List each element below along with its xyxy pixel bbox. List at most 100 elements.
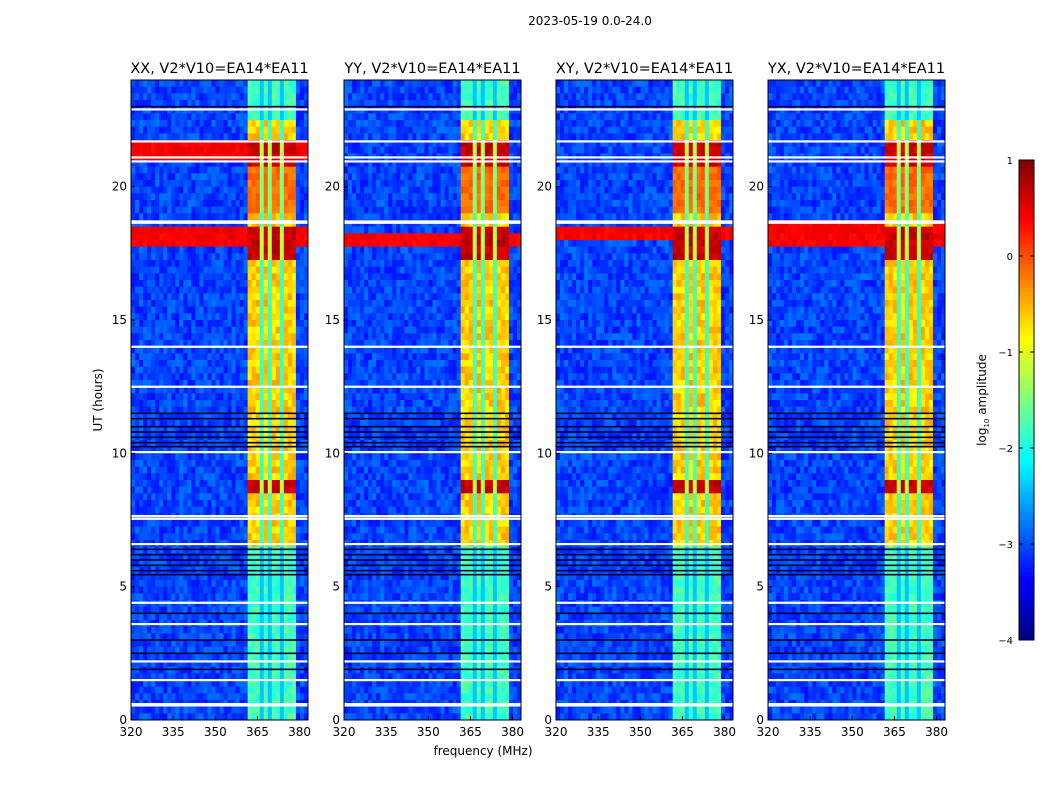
heatmap-cell xyxy=(255,546,261,554)
heatmap-cell xyxy=(271,380,277,387)
heatmap-cell xyxy=(267,553,273,561)
heatmap-cell xyxy=(147,246,152,254)
heatmap-cell xyxy=(199,273,204,281)
heatmap-cell xyxy=(183,706,188,714)
heatmap-cell xyxy=(199,453,204,461)
heatmap-cell xyxy=(175,93,180,101)
heatmap-cell xyxy=(275,386,281,394)
heatmap-cell xyxy=(283,146,289,154)
heatmap-cell xyxy=(215,480,220,487)
heatmap-cell xyxy=(187,80,192,87)
heatmap-cell xyxy=(199,640,204,647)
heatmap-cell xyxy=(203,693,208,701)
heatmap-cell xyxy=(259,146,265,154)
heatmap-cell xyxy=(163,226,168,234)
heatmap-cell xyxy=(251,240,256,247)
heatmap-cell xyxy=(291,233,297,241)
heatmap-cell xyxy=(179,80,184,87)
heatmap-cell xyxy=(135,186,140,194)
heatmap-cell xyxy=(175,240,180,247)
heatmap-cell xyxy=(291,640,297,647)
heatmap-cell xyxy=(159,646,164,654)
heatmap-cell xyxy=(139,500,144,507)
heatmap-cell xyxy=(223,533,228,541)
heatmap-cell xyxy=(199,653,204,661)
heatmap-cell xyxy=(175,440,180,447)
heatmap-cell xyxy=(135,346,140,354)
heatmap-cell xyxy=(139,353,144,361)
heatmap-cell xyxy=(424,180,429,187)
heatmap-cell xyxy=(195,246,200,254)
heatmap-cell xyxy=(267,266,273,274)
heatmap-cell xyxy=(191,413,196,421)
heatmap-cell xyxy=(143,686,148,694)
heatmap-cell xyxy=(207,593,212,601)
heatmap-cell xyxy=(368,80,373,87)
heatmap-cell xyxy=(275,606,281,614)
heatmap-cell xyxy=(299,553,305,561)
heatmap-cell xyxy=(251,166,256,174)
heatmap-cell xyxy=(432,80,437,87)
heatmap-cell xyxy=(183,260,188,267)
heatmap-cell xyxy=(299,160,305,167)
heatmap-cell xyxy=(179,346,184,354)
heatmap-cell xyxy=(191,280,196,287)
heatmap-cell xyxy=(239,300,244,307)
heatmap-cell xyxy=(135,706,140,714)
heatmap-cell xyxy=(183,606,188,614)
heatmap-cell xyxy=(183,233,188,241)
heatmap-cell xyxy=(263,366,269,374)
heatmap-cell xyxy=(247,326,252,334)
heatmap-cell xyxy=(139,253,144,261)
heatmap-cell xyxy=(151,246,156,254)
heatmap-cell xyxy=(159,166,164,174)
heatmap-cell xyxy=(223,180,228,187)
heatmap-cell xyxy=(251,140,256,147)
heatmap-cell xyxy=(143,246,148,254)
heatmap-cell xyxy=(179,366,184,374)
heatmap-cell xyxy=(131,686,136,694)
heatmap-cell xyxy=(147,360,152,367)
heatmap-cell xyxy=(215,200,220,207)
heatmap-cell xyxy=(299,686,305,694)
heatmap-cell xyxy=(143,166,148,174)
heatmap-cell xyxy=(167,593,172,601)
heatmap-cell xyxy=(255,673,261,681)
heatmap-cell xyxy=(384,86,389,94)
heatmap-cell xyxy=(464,180,469,187)
heatmap-cell xyxy=(215,340,220,347)
heatmap-cell xyxy=(243,706,248,714)
heatmap-cell xyxy=(171,133,176,141)
heatmap-cell xyxy=(464,173,469,181)
heatmap-cell xyxy=(171,626,176,634)
heatmap-cell xyxy=(243,466,248,474)
heatmap-cell xyxy=(199,626,204,634)
heatmap-cell xyxy=(239,686,244,694)
heatmap-cell xyxy=(171,426,176,434)
heatmap-cell xyxy=(139,326,144,334)
heatmap-cell xyxy=(203,80,208,87)
heatmap-cell xyxy=(167,93,172,101)
heatmap-cell xyxy=(512,160,518,167)
heatmap-cell xyxy=(131,400,136,407)
heatmap-cell xyxy=(135,413,140,421)
heatmap-cell xyxy=(267,86,273,94)
heatmap-cell xyxy=(155,560,160,567)
heatmap-cell xyxy=(175,346,180,354)
heatmap-cell xyxy=(251,593,256,601)
heatmap-cell xyxy=(251,573,256,581)
heatmap-cell xyxy=(364,80,369,87)
heatmap-cell xyxy=(219,633,224,641)
heatmap-cell xyxy=(223,413,228,421)
heatmap-cell xyxy=(275,86,281,94)
heatmap-cell xyxy=(207,133,212,141)
heatmap-cell xyxy=(291,493,297,501)
heatmap-cell xyxy=(299,420,305,427)
heatmap-cell xyxy=(251,553,256,561)
heatmap-cell xyxy=(231,360,236,367)
heatmap-cell xyxy=(139,226,144,234)
heatmap-cell xyxy=(203,100,208,107)
heatmap-cell xyxy=(183,413,188,421)
heatmap-cell xyxy=(191,493,196,501)
heatmap-cell xyxy=(223,546,228,554)
